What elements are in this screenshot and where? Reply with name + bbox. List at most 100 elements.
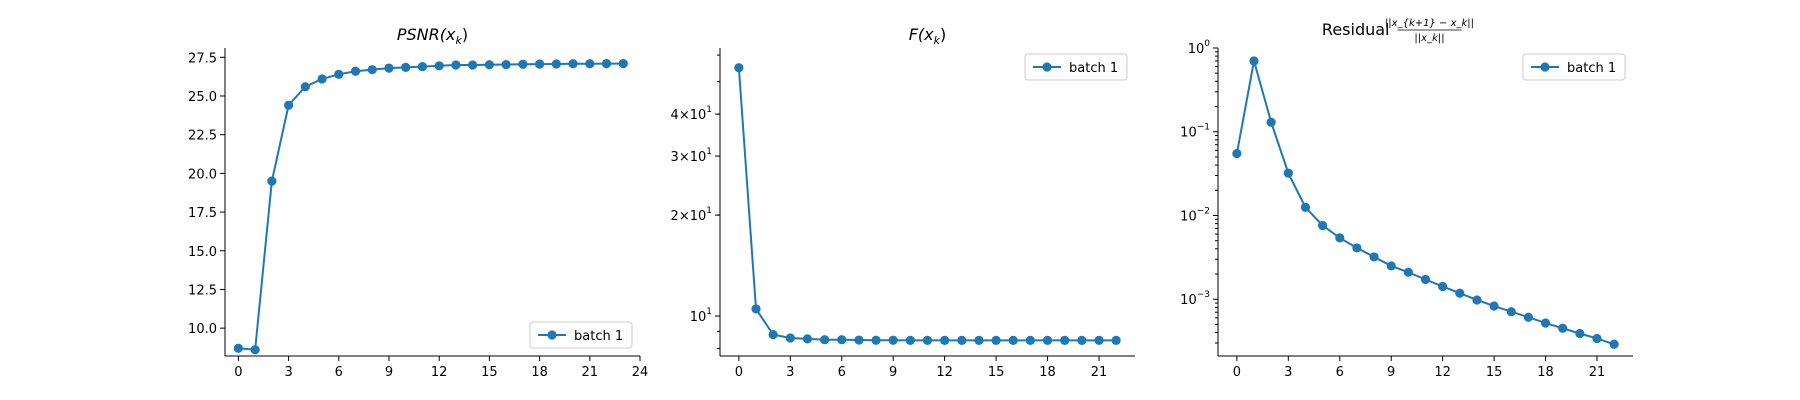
- data-point: [1472, 295, 1482, 305]
- data-point: [334, 69, 344, 79]
- data-point: [568, 59, 578, 69]
- data-point: [1042, 335, 1053, 345]
- data-point: [1455, 288, 1465, 298]
- legend-marker: [547, 330, 557, 340]
- data-point: [367, 65, 377, 75]
- series-line: [737, 67, 1117, 342]
- x-tick-label: 21: [582, 365, 599, 380]
- x-tick-label: 15: [481, 365, 498, 380]
- chart-panel-2: 0 3 6 9 12 15 18 21 101 2×101 3×101 4×101 F(xk) batch…: [671, 25, 1135, 380]
- data-point: [1575, 328, 1585, 339]
- chart-panel-1: 0 3 6 9 12 15 18 21 24 10.0 12.5 15.0 17.5 20.0 22.5 25…: [188, 25, 648, 380]
- chart-title-word: Residual: [1322, 20, 1390, 39]
- data-point: [350, 66, 361, 76]
- data-point: [267, 176, 277, 186]
- data-point: [534, 59, 545, 69]
- y-tick-label: 15.0: [188, 245, 217, 260]
- data-point: [1094, 335, 1104, 345]
- data-point: [451, 60, 461, 70]
- legend-frame: [529, 321, 633, 349]
- series-line: [1235, 60, 1615, 346]
- y-tick-label: 10−2: [1180, 206, 1210, 224]
- y-tick-label: 4×101: [671, 105, 712, 123]
- data-point: [768, 330, 778, 340]
- data-point: [551, 59, 561, 69]
- data-point: [854, 335, 864, 345]
- data-point: [957, 335, 967, 345]
- legend: batch 1: [1522, 53, 1626, 81]
- chart-panel-3: 0 3 6 9 12 15 18 21 10−3 10−2 10−1 100 Residual||x_{…: [1180, 18, 1633, 380]
- legend-marker: [1042, 62, 1052, 72]
- x-tick-label: 21: [1091, 365, 1108, 380]
- data-point: [1369, 252, 1379, 262]
- legend-label: batch 1: [1069, 61, 1118, 76]
- x-tick-label: 9: [889, 365, 897, 380]
- x-tick-label: 18: [1537, 365, 1554, 380]
- data-point: [837, 335, 847, 345]
- legend-label: batch 1: [574, 329, 623, 344]
- data-point: [1592, 333, 1602, 344]
- data-point: [618, 59, 628, 69]
- x-tick-label: 6: [1336, 365, 1344, 380]
- data-point: [922, 335, 933, 345]
- data-point: [1266, 117, 1276, 127]
- data-point: [468, 60, 478, 70]
- data-point: [1008, 335, 1018, 345]
- data-point: [905, 335, 915, 345]
- data-point: [283, 100, 294, 110]
- data-point: [1025, 335, 1035, 345]
- data-point: [384, 63, 394, 73]
- chart-title: Residual||x_{k+1} − x_k|| ||x_k||: [1322, 18, 1474, 44]
- x-tick-label: 6: [335, 365, 343, 380]
- data-point: [1283, 168, 1293, 178]
- data-point: [233, 343, 243, 353]
- data-point: [1335, 233, 1345, 243]
- x-tick-label: 18: [531, 365, 548, 380]
- legend-marker: [1540, 62, 1550, 72]
- y-tick-label: 3×101: [671, 147, 712, 165]
- data-point: [820, 335, 830, 345]
- chart-title-denominator: ||x_k||: [1414, 33, 1444, 44]
- x-tick-label: 0: [1233, 365, 1241, 380]
- y-tick-label: 20.0: [188, 167, 217, 182]
- data-point: [802, 334, 813, 344]
- data-point: [1506, 307, 1516, 317]
- legend-frame: [1024, 53, 1128, 81]
- data-point: [1403, 267, 1413, 277]
- x-tick-label: 12: [936, 365, 953, 380]
- data-point: [1249, 56, 1259, 66]
- y-tick-label: 10.0: [188, 322, 217, 337]
- data-point: [1489, 301, 1499, 311]
- y-tick-label: 100: [1188, 39, 1211, 57]
- data-point: [1111, 335, 1121, 345]
- x-tick-label: 0: [234, 365, 242, 380]
- y-tick-label: 25.0: [188, 90, 217, 105]
- data-point: [300, 82, 310, 92]
- data-point: [974, 335, 984, 345]
- data-point: [871, 335, 881, 345]
- data-point: [401, 62, 411, 72]
- x-tick-label: 24: [632, 365, 649, 380]
- data-point: [1523, 312, 1533, 322]
- data-point: [1232, 148, 1242, 159]
- chart-title: PSNR(xk): [397, 25, 468, 47]
- data-point: [734, 63, 744, 73]
- data-point: [434, 61, 444, 71]
- x-tick-label: 18: [1039, 365, 1056, 380]
- data-point: [785, 333, 795, 343]
- y-tick-label: 10−3: [1180, 290, 1210, 308]
- data-point: [484, 60, 494, 70]
- x-tick-label: 9: [385, 365, 393, 380]
- data-point: [317, 74, 327, 84]
- x-tick-label: 3: [1284, 365, 1292, 380]
- data-point: [501, 59, 511, 70]
- data-point: [1438, 281, 1448, 292]
- data-point: [1540, 318, 1551, 328]
- y-tick-label: 101: [690, 307, 712, 325]
- y-tick-label: 22.5: [188, 129, 217, 144]
- data-point: [1318, 220, 1328, 231]
- data-point: [1352, 243, 1362, 253]
- data-point: [250, 345, 260, 355]
- data-point: [585, 59, 595, 69]
- data-point: [1609, 339, 1619, 349]
